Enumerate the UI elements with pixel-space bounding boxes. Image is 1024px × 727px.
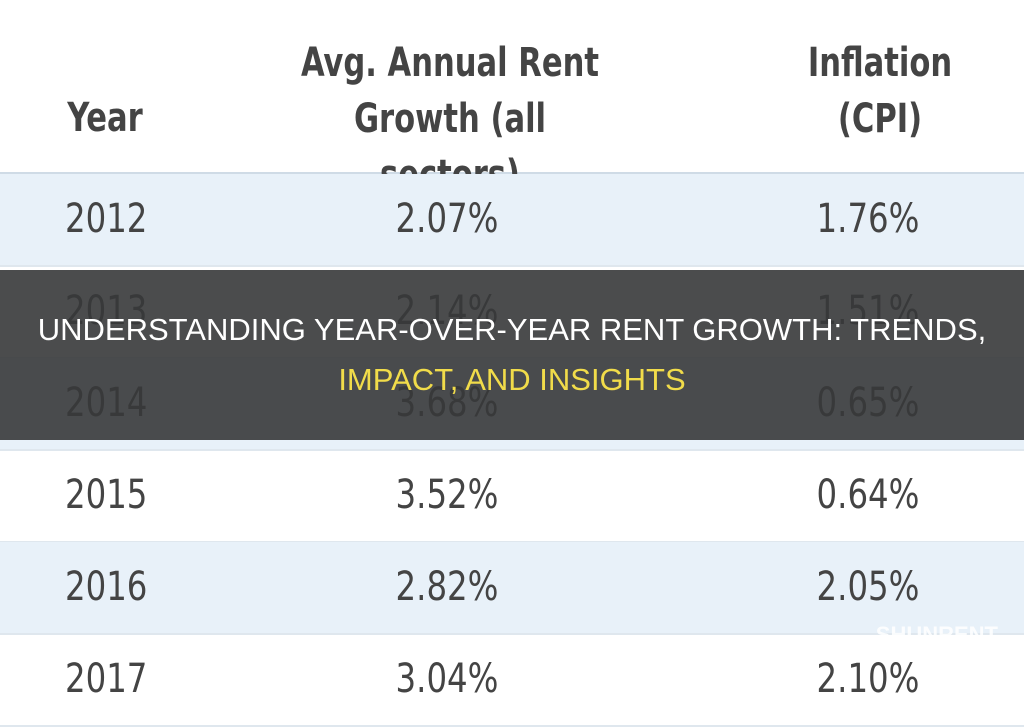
table-row: 2012 2.07% 1.76% (0, 174, 1024, 267)
header-cell: Inflation (CPI) (807, 40, 953, 142)
header-row: Year Avg. Annual Rent Growth (all sector… (0, 0, 1024, 198)
table-row: 2015 3.52% 0.64% (0, 450, 1024, 543)
table-cell: 2016 (65, 564, 148, 610)
table-cell: 2015 (65, 472, 148, 518)
table-cell: 0.64% (816, 472, 920, 518)
title-line: IMPACT, AND INSIGHTS (338, 362, 686, 397)
watermark: SHUNRENT (875, 622, 998, 647)
table-cell: 2012 (65, 196, 148, 242)
table-row: 2017 3.04% 2.10% (0, 634, 1024, 727)
table-row: 2016 2.82% 2.05% (0, 542, 1024, 635)
title-banner: UNDERSTANDING YEAR-OVER-YEAR RENT GROWTH… (0, 270, 1024, 440)
table-cell: 2.82% (395, 564, 499, 610)
header-cell: Year (67, 95, 143, 141)
table-cell: 3.52% (395, 472, 499, 518)
title-line: UNDERSTANDING YEAR-OVER-YEAR RENT GROWTH… (37, 312, 987, 347)
table-cell: 1.76% (816, 196, 920, 242)
table-cell: 2.07% (395, 196, 499, 242)
table-cell: 2.05% (816, 564, 920, 610)
